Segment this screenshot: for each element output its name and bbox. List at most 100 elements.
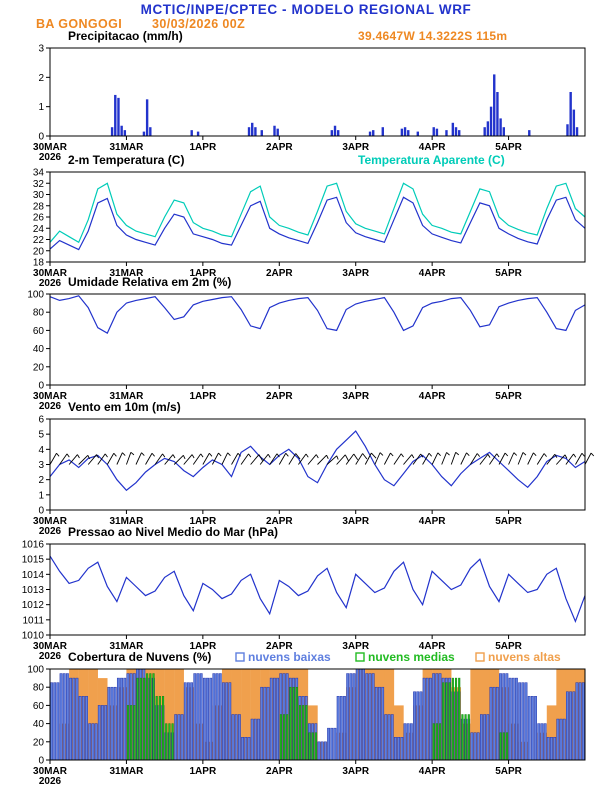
x-day-label: 2APR — [266, 766, 293, 777]
x-day-label: 4APR — [419, 268, 446, 279]
x-day-label: 30MAR — [33, 142, 68, 153]
x-year-label: 2026 — [39, 776, 62, 787]
x-year-label: 2026 — [39, 152, 62, 163]
precip-bars — [110, 74, 579, 136]
axis-label: 40 — [33, 344, 45, 355]
series-2-m-Temperatura--C- — [49, 196, 586, 251]
x-day-label: 4APR — [419, 766, 446, 777]
axis-label: 34 — [33, 168, 45, 179]
x-day-label: 4APR — [419, 142, 446, 153]
x-day-label: 3APR — [342, 516, 369, 527]
legend-swatch-nuvens-medias — [355, 652, 365, 662]
axis-label: 0 — [38, 132, 44, 143]
panel-wind-title: Vento em 10m (m/s) — [68, 400, 181, 414]
legend-swatch-nuvens-baixas — [235, 652, 245, 662]
x-day-label: 4APR — [419, 391, 446, 402]
x-day-label: 31MAR — [109, 142, 144, 153]
axis-label: 0 — [38, 756, 44, 767]
axis-label: 30 — [33, 190, 45, 201]
axis-label: 2 — [38, 475, 44, 486]
axis-label: 20 — [33, 737, 45, 748]
run-datetime: 30/03/2026 00Z — [152, 17, 246, 31]
panel-temp-title: 2-m Temperatura (C) — [68, 153, 184, 167]
x-day-label: 30MAR — [33, 766, 68, 777]
page-title: MCTIC/INPE/CPTEC - MODELO REGIONAL WRF — [140, 2, 472, 17]
legend-label-nuvens-baixas: nuvens baixas — [248, 650, 331, 664]
panel-rh-title: Umidade Relativa em 2m (%) — [68, 275, 231, 289]
x-day-label: 2APR — [266, 641, 293, 652]
axis-label: 32 — [33, 179, 45, 190]
axis-label: 1010 — [22, 631, 45, 642]
panel-pres-frame — [49, 543, 586, 636]
axis-label: 80 — [33, 683, 45, 694]
legend-temp: Temperatura Aparente (C) — [358, 153, 505, 167]
x-day-label: 3APR — [342, 641, 369, 652]
panel-pres: Pressao ao Nivel Medio do Mar (hPa) 1010 1… — [22, 525, 586, 662]
x-day-label: 5APR — [495, 268, 522, 279]
x-day-label: 3APR — [342, 142, 369, 153]
x-day-label: 31MAR — [109, 391, 144, 402]
axis-label: 1 — [38, 102, 44, 113]
x-year-label: 2026 — [39, 526, 62, 537]
x-day-label: 31MAR — [109, 641, 144, 652]
series-Temperatura-Aparente--C- — [49, 182, 586, 244]
axis-label: 24 — [33, 224, 45, 235]
axis-label: 20 — [33, 362, 45, 373]
x-day-label: 31MAR — [109, 516, 144, 527]
axis-label: 100 — [27, 665, 44, 676]
x-day-label: 4APR — [419, 641, 446, 652]
x-day-label: 3APR — [342, 268, 369, 279]
x-year-label: 2026 — [39, 401, 62, 412]
axis-label: 0 — [38, 381, 44, 392]
station-name: BA GONGOGI — [36, 17, 123, 31]
x-day-label: 1APR — [190, 391, 217, 402]
x-year-label: 2026 — [39, 651, 62, 662]
series-Velocidade-do-vento-em-10m — [49, 430, 586, 492]
axis-label: 28 — [33, 201, 45, 212]
x-day-label: 1APR — [190, 641, 217, 652]
series-Pressao-ao-nivel-medio-do-mar — [49, 555, 586, 624]
axis-label: 1011 — [22, 615, 44, 626]
wind-barbs — [49, 451, 595, 465]
panel-temp: 2-m Temperatura (C) Temperatura Aparente … — [33, 153, 586, 289]
x-day-label: 30MAR — [33, 268, 68, 279]
x-day-label: 5APR — [495, 391, 522, 402]
axis-label: 18 — [33, 258, 45, 269]
axis-label: 60 — [33, 326, 45, 337]
x-day-label: 5APR — [495, 516, 522, 527]
axis-label: 1012 — [22, 600, 45, 611]
x-day-label: 30MAR — [33, 641, 68, 652]
x-day-label: 3APR — [342, 766, 369, 777]
axis-label: 1 — [38, 490, 44, 501]
cloud-bars-nuvens-medias — [126, 673, 509, 761]
x-day-label: 31MAR — [109, 766, 144, 777]
x-day-label: 2APR — [266, 391, 293, 402]
x-day-label: 5APR — [495, 641, 522, 652]
panel-rh: Umidade Relativa em 2m (%) 0 20 40 60 80 100 30… — [27, 275, 586, 412]
panel-clouds: Cobertura de Nuvens (%) nuvens baixas nuve… — [27, 650, 586, 787]
axis-label: 1015 — [22, 555, 45, 566]
x-day-label: 30MAR — [33, 391, 68, 402]
station-coordinates: 39.4647W 14.3222S 115m — [358, 29, 508, 43]
legend-label-nuvens-altas: nuvens altas — [488, 650, 561, 664]
axis-label: 22 — [33, 235, 45, 246]
x-day-label: 2APR — [266, 516, 293, 527]
x-day-label: 1APR — [190, 766, 217, 777]
axis-label: 3 — [38, 460, 44, 471]
series-Umidade-Relativa-em-2m — [49, 295, 586, 334]
x-day-label: 2APR — [266, 268, 293, 279]
x-day-label: 5APR — [495, 142, 522, 153]
axis-label: 4 — [38, 445, 44, 456]
axis-label: 100 — [27, 290, 44, 301]
x-day-label: 30MAR — [33, 516, 68, 527]
axis-label: 0 — [38, 506, 44, 517]
x-day-label: 3APR — [342, 391, 369, 402]
axis-label: 5 — [38, 430, 44, 441]
panel-precip-frame — [49, 47, 586, 137]
x-day-label: 2APR — [266, 142, 293, 153]
panel-rh-frame — [49, 293, 586, 386]
x-day-label: 31MAR — [109, 268, 144, 279]
